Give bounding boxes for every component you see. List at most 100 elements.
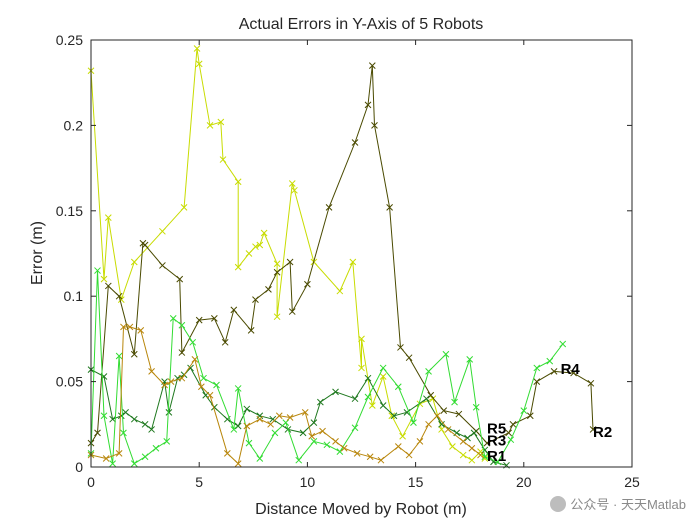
data-point [159, 227, 166, 235]
x-tick-label: 5 [195, 474, 203, 490]
x-axis-label: Distance Moved by Robot (m) [255, 501, 467, 518]
data-point [271, 429, 279, 437]
y-tick-label: 0.05 [56, 374, 83, 390]
data-point [440, 407, 448, 414]
data-point [206, 391, 214, 399]
data-point [587, 379, 595, 387]
data-point [423, 395, 430, 403]
data-point [213, 381, 220, 389]
data-point [390, 412, 398, 420]
data-point [399, 432, 406, 440]
data-point [115, 292, 123, 300]
data-point [269, 415, 277, 423]
data-point [115, 449, 123, 457]
data-point [273, 268, 281, 276]
series-r5 [87, 323, 484, 467]
data-point [141, 453, 149, 461]
data-point [308, 432, 316, 440]
data-point [319, 427, 326, 435]
data-point [481, 455, 489, 462]
data-point [163, 438, 171, 445]
data-point [481, 453, 489, 461]
data-point [351, 424, 359, 432]
data-point [425, 420, 432, 428]
data-point [317, 398, 324, 406]
data-point [550, 367, 558, 375]
y-tick-label: 0 [75, 459, 83, 475]
robot-label-r4: R4 [561, 361, 581, 378]
robot-label-r5: R5 [487, 421, 506, 438]
data-point [275, 412, 283, 420]
data-point [195, 316, 203, 324]
data-point [94, 267, 101, 274]
y-tick-label: 0.1 [64, 288, 84, 304]
data-point [358, 364, 365, 372]
data-point [371, 122, 378, 129]
data-point [394, 443, 402, 450]
data-point [459, 451, 467, 459]
data-point [120, 323, 127, 331]
data-point [351, 139, 359, 146]
data-point [323, 441, 331, 449]
data-point [152, 444, 160, 452]
series-r4 [87, 267, 567, 467]
data-point [176, 275, 184, 283]
data-point [210, 315, 218, 322]
data-point [117, 412, 125, 420]
data-point [570, 369, 577, 377]
data-point [427, 391, 435, 399]
data-point [141, 241, 149, 249]
data-point [470, 429, 478, 437]
data-point [104, 282, 112, 290]
data-point [245, 439, 253, 447]
data-point [130, 258, 138, 266]
data-point [505, 429, 513, 437]
x-tick-label: 25 [624, 474, 640, 490]
data-point [364, 101, 372, 109]
data-point [416, 438, 424, 445]
data-point [379, 402, 387, 409]
data-point [200, 374, 207, 382]
data-point [444, 426, 452, 433]
data-point [245, 250, 253, 257]
chart-title: Actual Errors in Y-Axis of 5 Robots [239, 16, 484, 33]
y-tick-label: 0.25 [56, 32, 83, 48]
data-point [336, 448, 344, 455]
data-point [243, 422, 251, 430]
data-point [449, 443, 456, 450]
data-point [167, 378, 175, 385]
data-point [100, 275, 108, 283]
data-point [405, 354, 413, 362]
data-point [340, 444, 348, 452]
data-point [165, 408, 173, 416]
data-point [126, 323, 134, 331]
data-point [265, 286, 272, 293]
data-point [120, 429, 127, 437]
data-point [459, 438, 467, 445]
data-point [377, 456, 385, 464]
data-point [533, 378, 541, 385]
data-point [130, 415, 138, 423]
data-point [301, 408, 309, 416]
data-point [403, 408, 411, 416]
data-point [353, 449, 361, 457]
data-point [169, 315, 177, 322]
y-axis-label: Error (m) [29, 221, 46, 285]
data-point [466, 356, 474, 363]
data-point [494, 458, 502, 466]
data-point [286, 258, 294, 266]
series-r3 [87, 364, 510, 469]
data-point [366, 453, 374, 461]
data-point [206, 122, 214, 129]
robot-label-r1: R1 [487, 448, 506, 465]
data-point [100, 412, 108, 420]
watermark: 公众号 · 天天Matlab [550, 494, 686, 513]
data-point [178, 374, 186, 382]
data-point [433, 412, 441, 420]
data-point [273, 313, 281, 321]
data-point [472, 403, 480, 411]
data-point [247, 327, 255, 334]
data-point [379, 364, 387, 372]
data-point [252, 296, 259, 303]
